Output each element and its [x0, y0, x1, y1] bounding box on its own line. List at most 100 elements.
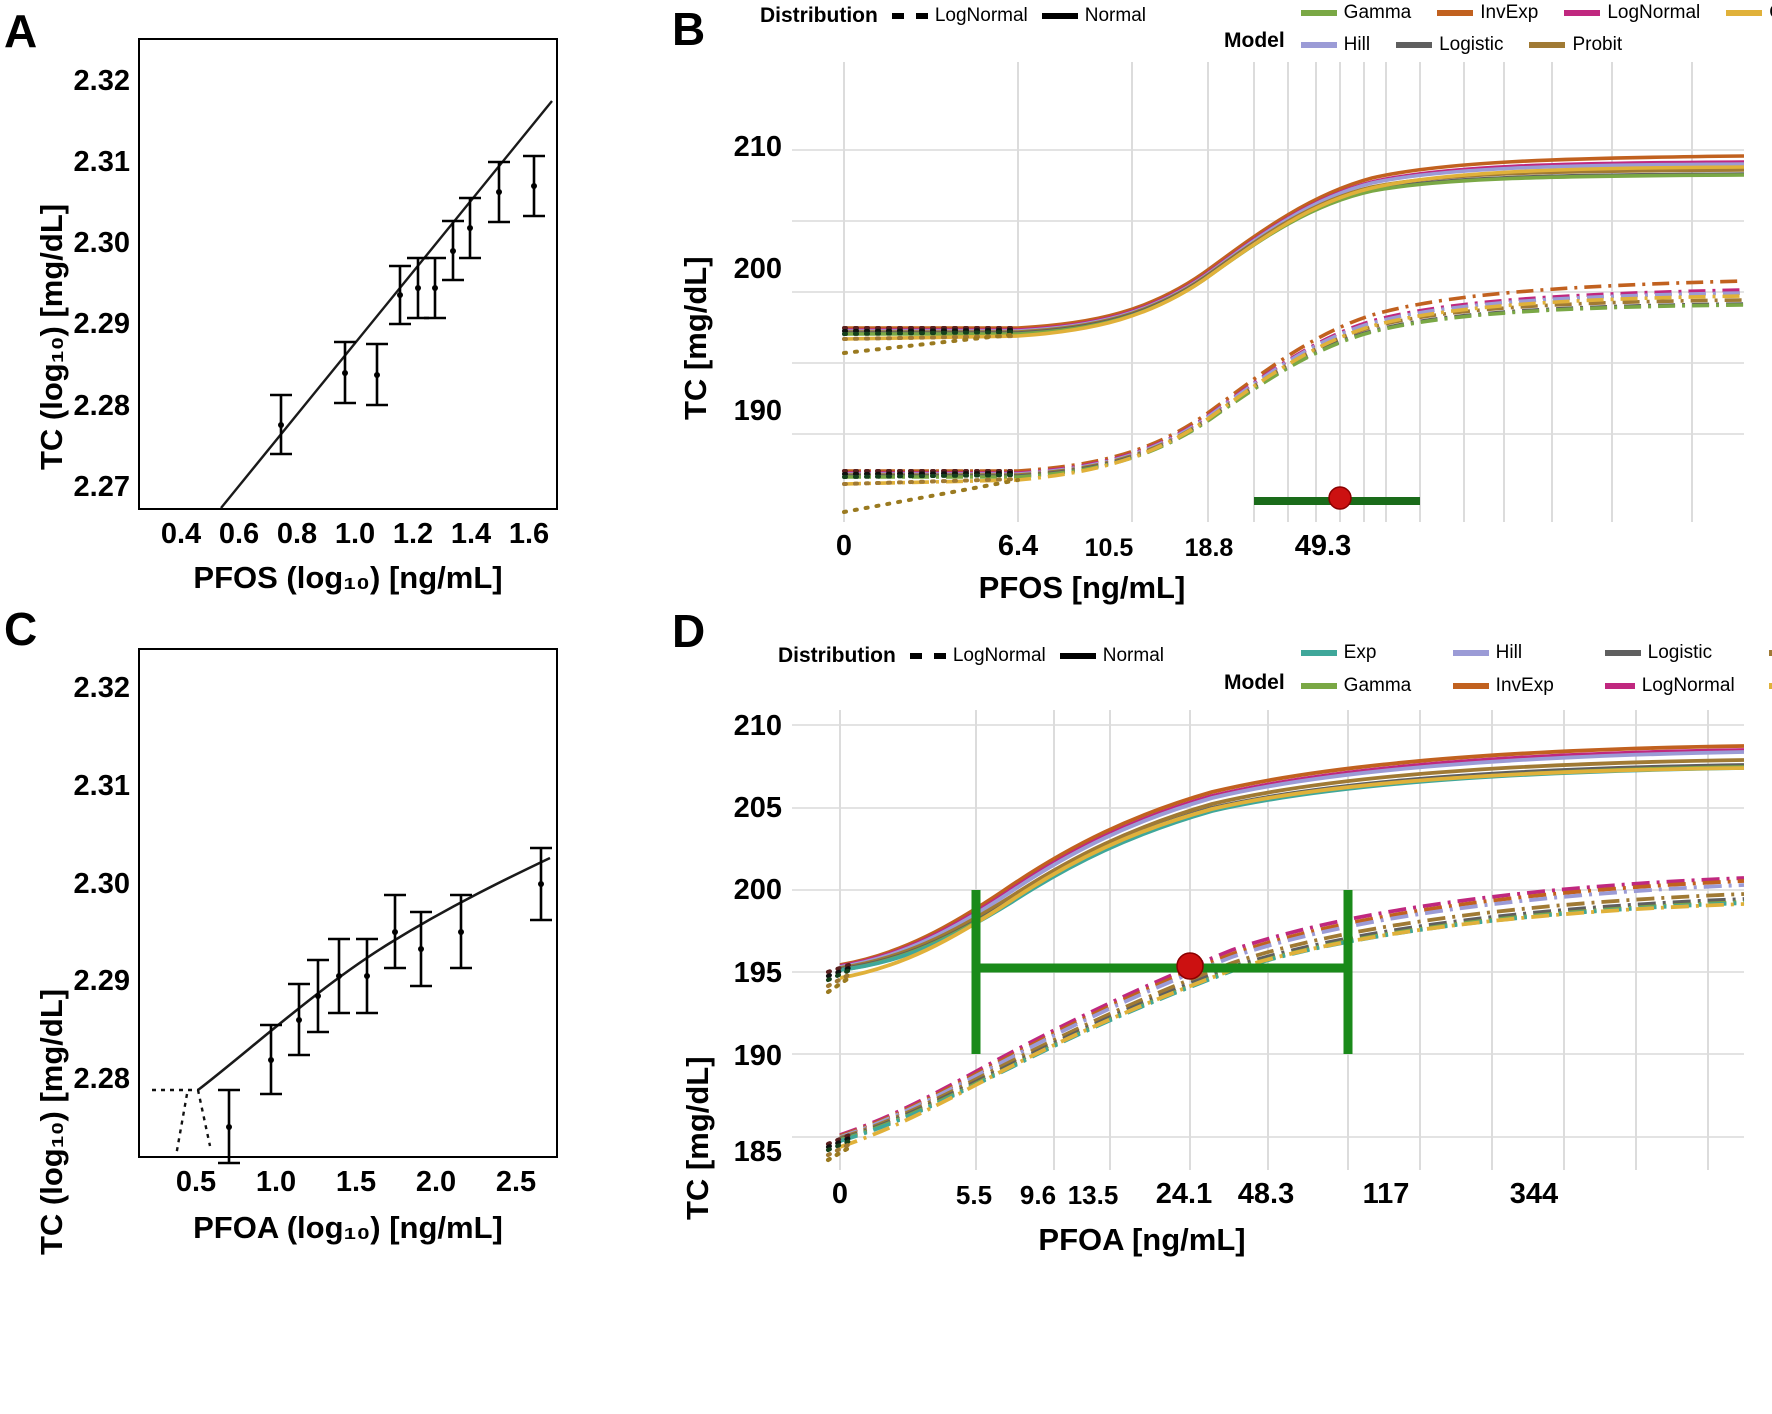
- panel-d-legend-model-invexp: InvExp: [1452, 675, 1571, 697]
- panel-d-xtick-7: 344: [1509, 1178, 1559, 1210]
- panel-d-legend-model-invexp-label: InvExp: [1495, 675, 1554, 696]
- panel-d-legend-dist-lognormal-label: LogNormal: [952, 645, 1046, 666]
- panel-b-legend-model-lognormal-label: LogNormal: [1607, 2, 1701, 23]
- panel-d-xtick-2: 9.6: [1019, 1180, 1057, 1210]
- panel-d-xtick-6: 117: [1362, 1178, 1410, 1210]
- panel-d-xtick-3: 13.5: [1067, 1180, 1119, 1210]
- panel-a-xtick-1: 0.6: [218, 518, 260, 550]
- panel-b-legend-model-invexp: InvExp: [1437, 2, 1538, 24]
- panel-d-plot-frame: [792, 710, 1745, 1170]
- dashed-line-icon: [909, 653, 946, 659]
- panel-b-legend-model-probit-label: Probit: [1572, 34, 1623, 55]
- panel-d-legend: Distribution LogNormal Normal Model: [778, 642, 1772, 697]
- panel-c-ytick-4: 2.32: [73, 672, 130, 704]
- panel-d-legend-distribution-title: Distribution: [778, 644, 896, 667]
- panel-d-legend-model-exp-label: Exp: [1343, 642, 1377, 663]
- color-swatch-icon: [1768, 650, 1772, 656]
- panel-b-legend-model-gamma: Gamma: [1300, 2, 1411, 24]
- panel-d-xtick-4: 24.1: [1155, 1178, 1213, 1210]
- color-swatch-icon: [1300, 650, 1337, 656]
- panel-c-ytick-0: 2.28: [73, 1063, 130, 1095]
- panel-d-legend-model-lognormal: LogNormal: [1604, 675, 1735, 697]
- color-swatch-icon: [1768, 683, 1772, 689]
- panel-c: C TC (log₁₀) [mg/dL] 2.28 2.29 2.30 2.31…: [0, 600, 620, 1414]
- panel-c-xtick-1: 1.0: [255, 1166, 297, 1198]
- panel-d-x-axis-title: PFOA [ng/mL]: [1038, 1222, 1246, 1257]
- panel-d-bmd-point: [1176, 952, 1204, 980]
- solid-line-icon: [1041, 13, 1078, 19]
- panel-b-legend-model-title: Model: [1224, 29, 1285, 52]
- panel-d: D Distribution LogNormal Normal Model: [660, 600, 1772, 1414]
- panel-c-xtick-4: 2.5: [495, 1166, 537, 1198]
- panel-b-legend-dist-normal: Normal: [1041, 5, 1146, 27]
- panel-d-legend-dist-normal: Normal: [1059, 645, 1164, 667]
- panel-c-y-axis-title: TC (log₁₀) [mg/dL]: [34, 988, 69, 1255]
- panel-b-legend-model-quadexp: QuadExp: [1726, 2, 1772, 24]
- panel-c-fit-curve: [197, 856, 551, 1092]
- panel-b-legend-dist-lognormal-label: LogNormal: [934, 5, 1028, 26]
- color-swatch-icon: [1396, 42, 1433, 48]
- panel-b-ytick-0: 190: [733, 395, 782, 427]
- panel-a-letter: A: [4, 5, 38, 57]
- panel-a-xtick-0: 0.4: [160, 518, 202, 550]
- panel-a-ytick-0: 2.27: [73, 471, 130, 503]
- panel-b-legend-model-probit: Probit: [1529, 34, 1622, 56]
- panel-b-gridlines-vertical: [843, 62, 1693, 522]
- solid-line-icon: [1059, 653, 1096, 659]
- panel-a-xtick-4: 1.2: [392, 518, 434, 550]
- panel-d-legend-model-probit: Probit: [1768, 642, 1772, 664]
- color-swatch-icon: [1452, 683, 1489, 689]
- panel-d-legend-model-title: Model: [1224, 670, 1285, 694]
- panel-d-legend-model-gamma-label: Gamma: [1343, 675, 1412, 696]
- color-swatch-icon: [1437, 10, 1474, 16]
- panel-d-bmd-interval: [971, 890, 1353, 1054]
- panel-b-xtick-2: 10.5: [1084, 534, 1134, 562]
- panel-d-ytick-2: 195: [733, 957, 782, 989]
- panel-a-xtick-6: 1.6: [508, 518, 550, 550]
- color-swatch-icon: [1564, 10, 1601, 16]
- panel-b-lowdose-normal: [842, 326, 1020, 355]
- color-swatch-icon: [1726, 10, 1763, 16]
- panel-d-legend-dist-normal-label: Normal: [1102, 645, 1164, 666]
- panel-b-legend-model-hill-label: Hill: [1343, 34, 1371, 55]
- panel-b-plot: [792, 62, 1745, 522]
- panel-d-plot: [792, 710, 1745, 1170]
- panel-c-ytick-1: 2.29: [73, 965, 130, 997]
- panel-c-plot: [152, 846, 552, 1165]
- color-swatch-icon: [1452, 650, 1489, 656]
- panel-a-plot: [220, 100, 553, 509]
- panel-d-legend-model-gamma: Gamma: [1300, 675, 1419, 697]
- panel-b-xtick-1: 6.4: [997, 530, 1039, 562]
- panel-d-legend-model-logistic-label: Logistic: [1647, 642, 1713, 663]
- color-swatch-icon: [1604, 650, 1641, 656]
- panel-b-legend-distribution-title: Distribution: [760, 4, 878, 27]
- color-swatch-icon: [1300, 10, 1337, 16]
- panel-a: A TC (log₁₀) [mg/dL] 2.27 2.28 2.29 2.30…: [0, 0, 620, 600]
- panel-a-ytick-2: 2.29: [73, 308, 130, 340]
- panel-b-bmd-point: [1328, 486, 1352, 510]
- panel-c-ytick-3: 2.31: [73, 770, 130, 802]
- dashed-line-icon: [891, 13, 928, 19]
- panel-c-xtick-3: 2.0: [415, 1166, 457, 1198]
- panel-a-ytick-4: 2.31: [73, 146, 130, 178]
- panel-b-legend-model-logistic: Logistic: [1396, 34, 1503, 56]
- panel-d-legend-model-quadexp: QuadExp: [1768, 675, 1772, 697]
- panel-b-ytick-1: 200: [733, 253, 782, 285]
- panel-c-xtick-0: 0.5: [175, 1166, 217, 1198]
- panel-d-ytick-4: 205: [733, 792, 782, 824]
- panel-b: B Distribution LogNormal Normal: [660, 0, 1772, 605]
- panel-d-curves-normal: [839, 744, 1745, 980]
- panel-d-legend-model-hill: Hill: [1452, 642, 1571, 664]
- color-swatch-icon: [1529, 42, 1566, 48]
- panel-b-y-axis-title: TC [mg/dL]: [678, 256, 713, 420]
- panel-a-points: [278, 183, 537, 428]
- panel-c-x-axis-title: PFOA (log₁₀) [ng/mL]: [193, 1210, 503, 1245]
- panel-d-ytick-3: 200: [733, 874, 782, 906]
- panel-a-ytick-3: 2.30: [73, 227, 130, 259]
- panel-b-xtick-3: 18.8: [1184, 534, 1234, 562]
- panel-d-xtick-0: 0: [831, 1178, 849, 1210]
- panel-c-plot-frame: [138, 648, 558, 1165]
- panel-d-legend-model-hill-label: Hill: [1495, 642, 1523, 663]
- panel-b-curves-normal: [843, 154, 1745, 341]
- panel-b-legend-model-lognormal: LogNormal: [1564, 2, 1700, 24]
